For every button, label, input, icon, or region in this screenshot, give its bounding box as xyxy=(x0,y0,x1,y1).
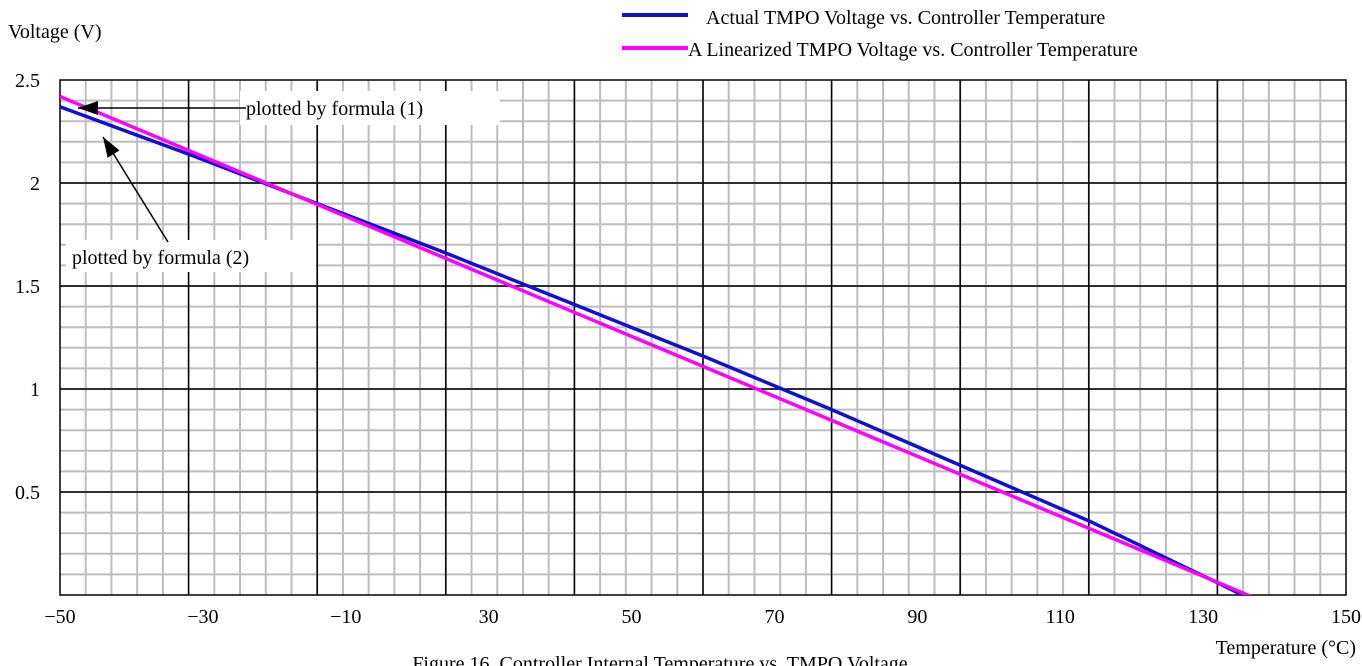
y-tick-label: 2.5 xyxy=(15,70,40,92)
legend-label-actual: Actual TMPO Voltage vs. Controller Tempe… xyxy=(706,7,1105,29)
series-line-1 xyxy=(60,94,1253,595)
annotation-formula-1-label: plotted by formula (1) xyxy=(246,98,423,120)
x-tick-label: 130 xyxy=(1188,606,1218,628)
annotation-formula-1-box xyxy=(240,91,500,125)
x-tick-labels: −50 −30 −10 30 50 70 90 110 130 150 xyxy=(44,606,1361,628)
annotation-formula-2-arrow xyxy=(102,136,169,243)
annotation-formula-1-arrowhead xyxy=(78,101,98,115)
annotation-formula-1: plotted by formula (1) xyxy=(78,91,500,125)
x-tick-label: 30 xyxy=(479,606,499,628)
x-axis-label: Temperature (°C) xyxy=(1216,637,1356,659)
y-tick-labels: 0.5 1 1.5 2 2.5 xyxy=(15,70,40,504)
y-tick-label: 0.5 xyxy=(15,482,40,504)
legend: Actual TMPO Voltage vs. Controller Tempe… xyxy=(622,7,1138,61)
plot-frame xyxy=(59,79,1347,596)
y-tick-label: 1 xyxy=(30,379,40,401)
x-tick-label: 90 xyxy=(907,606,927,628)
x-tick-label: −30 xyxy=(187,606,218,628)
x-tick-label: 50 xyxy=(622,606,642,628)
legend-label-linearized: A Linearized TMPO Voltage vs. Controller… xyxy=(688,39,1138,61)
annotation-formula-2: plotted by formula (2) xyxy=(66,136,316,272)
annotation-formula-2-box xyxy=(66,240,316,272)
major-grid xyxy=(60,80,1346,595)
x-tick-label: −10 xyxy=(330,606,361,628)
x-tick-label: 70 xyxy=(764,606,784,628)
annotation-formula-2-label: plotted by formula (2) xyxy=(72,247,249,269)
x-tick-label: 110 xyxy=(1046,606,1075,628)
y-tick-label: 2 xyxy=(30,173,40,195)
annotation-formula-2-arrowhead xyxy=(103,137,120,158)
figure-caption: Figure 16. Controller Internal Temperatu… xyxy=(412,653,907,666)
series-layer xyxy=(60,94,1253,595)
y-axis-label: Voltage (V) xyxy=(8,21,102,43)
y-tick-label: 1.5 xyxy=(15,276,40,298)
x-tick-label: 150 xyxy=(1331,606,1361,628)
x-tick-label: −50 xyxy=(44,606,75,628)
